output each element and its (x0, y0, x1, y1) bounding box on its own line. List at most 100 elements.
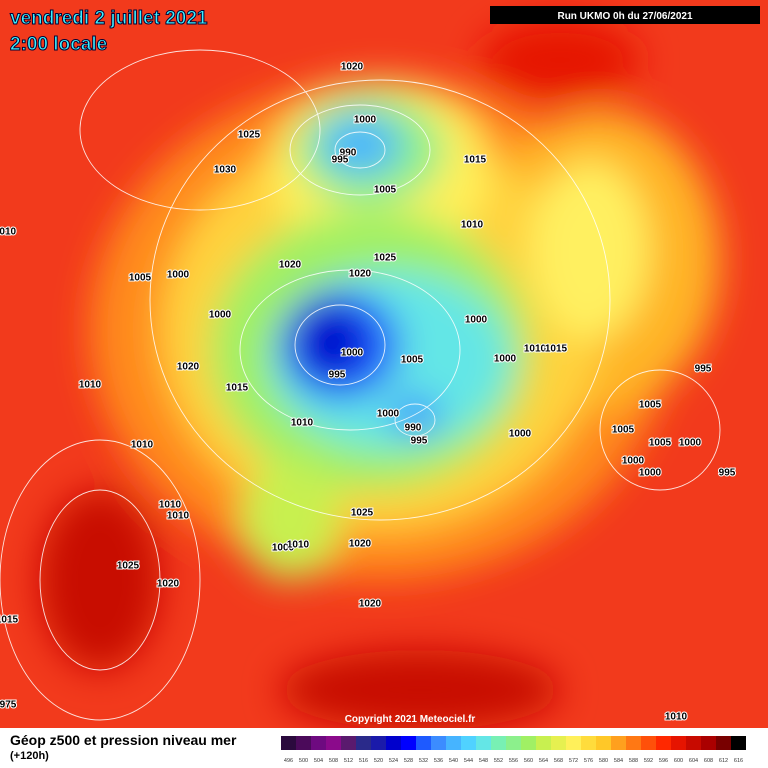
legend-value: 508 (329, 758, 338, 764)
legend-swatch (671, 736, 686, 750)
legend-swatch (611, 736, 626, 750)
legend-swatch (566, 736, 581, 750)
isobar-label: 1005 (374, 185, 397, 196)
isobar-label: 1000 (209, 310, 232, 321)
isobar-label: 1025 (374, 253, 397, 264)
isobar-label: 1020 (157, 579, 180, 590)
isobar-label: 995 (695, 364, 712, 375)
isobar-label: 1010 (291, 418, 314, 429)
isobar-label: 1010 (287, 540, 310, 551)
isobar-label: 1010 (159, 500, 182, 511)
legend-value: 616 (734, 758, 743, 764)
legend-value: 592 (644, 758, 653, 764)
legend-swatch (641, 736, 656, 750)
isobar-label: 1020 (177, 362, 200, 373)
map-subtitle: 2:00 locale (10, 34, 107, 55)
isobar-label: 990 (405, 423, 422, 434)
legend-swatch (551, 736, 566, 750)
legend-swatch (491, 736, 506, 750)
isobar-label: 1010 (524, 344, 547, 355)
legend-value: 532 (419, 758, 428, 764)
isobar-label: 1010 (131, 440, 154, 451)
legend-value: 552 (494, 758, 503, 764)
legend-swatch (716, 736, 731, 750)
legend-value: 608 (704, 758, 713, 764)
isobar-label: 1015 (464, 155, 487, 166)
isobar-label: 1000 (354, 115, 377, 126)
isobar-label: 1015 (226, 383, 249, 394)
legend-swatch (506, 736, 521, 750)
legend-value: 524 (389, 758, 398, 764)
legend-swatch (401, 736, 416, 750)
isobar-label: 1020 (349, 269, 372, 280)
legend-value: 560 (524, 758, 533, 764)
legend-swatch (581, 736, 596, 750)
isobar-label: 1000 (679, 438, 702, 449)
legend-swatch (326, 736, 341, 750)
legend-swatch (461, 736, 476, 750)
legend-swatch (521, 736, 536, 750)
legend-value: 528 (404, 758, 413, 764)
isobar-label: 1010 (167, 511, 190, 522)
isobar-label: 1025 (238, 130, 261, 141)
legend-value: 604 (689, 758, 698, 764)
isobar-label: 995 (332, 155, 349, 166)
map-title: vendredi 2 juillet 2021 (10, 8, 208, 29)
legend-value: 496 (284, 758, 293, 764)
field (0, 0, 768, 730)
legend-value: 568 (554, 758, 563, 764)
isobar-label: 1015 (545, 344, 568, 355)
isobar-label: 1000 (509, 429, 532, 440)
legend-value: 572 (569, 758, 578, 764)
legend-swatch (596, 736, 611, 750)
isobar-label: 1000 (465, 315, 488, 326)
isobar-label: 990 (340, 148, 357, 159)
legend-swatch (731, 736, 746, 750)
legend-value: 548 (479, 758, 488, 764)
isobar-label: 1005 (612, 425, 635, 436)
legend-value: 596 (659, 758, 668, 764)
legend-swatch (386, 736, 401, 750)
run-info: Run UKMO 0h du 27/06/2021 (557, 11, 692, 22)
isobar-label: 1020 (359, 599, 382, 610)
legend-swatch (626, 736, 641, 750)
isobar-label: 1015 (0, 615, 19, 626)
legend-value: 516 (359, 758, 368, 764)
legend-scale: 496 500 504 508 512 516 520 524 528 532 536 540 544 5… (281, 736, 746, 764)
isobar-label: 1005 (129, 273, 152, 284)
legend-swatch (371, 736, 386, 750)
isobar-label: 1010 (665, 712, 688, 723)
legend-value: 504 (314, 758, 323, 764)
isobar-label: 1000 (494, 354, 517, 365)
isobar-label: 1000 (167, 270, 190, 281)
isobar-label: 995 (329, 370, 346, 381)
isobar-label: 995 (411, 436, 428, 447)
isobar-label: 1005 (639, 400, 662, 411)
legend-swatch (296, 736, 311, 750)
legend-swatch (476, 736, 491, 750)
legend-value: 588 (629, 758, 638, 764)
legend-swatch (311, 736, 326, 750)
legend-swatch (281, 736, 296, 750)
legend-swatch (536, 736, 551, 750)
isobar-label: 1005 (401, 355, 424, 366)
legend-swatch (416, 736, 431, 750)
isobar-label: 1020 (349, 539, 372, 550)
legend-title: Géop z500 et pression niveau mer (10, 732, 237, 748)
isobar-label: 1000 (639, 468, 662, 479)
isobar-label: 1020 (341, 62, 364, 73)
legend-value: 544 (464, 758, 473, 764)
legend-swatch (656, 736, 671, 750)
isobar-label: 1000 (272, 543, 295, 554)
copyright: Copyright 2021 Meteociel.fr (345, 714, 476, 725)
isobar-label: 1010 (79, 380, 102, 391)
isobar-labels: 1020102510301000990995100510151010101010… (0, 61, 737, 724)
isobar-label: 1025 (351, 508, 374, 519)
legend-value: 600 (674, 758, 683, 764)
legend-swatch (701, 736, 716, 750)
legend-value: 536 (434, 758, 443, 764)
legend-value: 556 (509, 758, 518, 764)
isobar-label: 1000 (622, 456, 645, 467)
isobar-label: 1020 (279, 260, 302, 271)
